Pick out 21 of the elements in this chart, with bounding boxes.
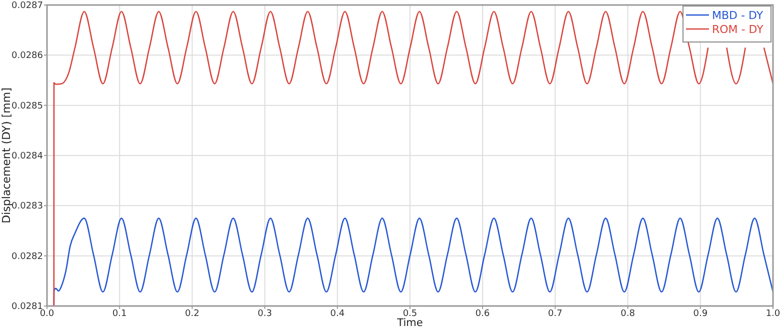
x-tick-label: 0.3 [258, 309, 272, 319]
x-tick-label: 0.9 [693, 309, 708, 319]
legend-label: ROM - DY [712, 23, 764, 36]
x-tick-label: 0.2 [185, 309, 200, 319]
x-axis-title: Time [396, 317, 423, 327]
y-tick-label: 0.0283 [12, 202, 43, 212]
y-tick-label: 0.0282 [12, 252, 43, 262]
x-tick-label: 0.4 [330, 309, 345, 319]
x-tick-label: 0.1 [112, 309, 127, 319]
x-tick-label: 0.0 [40, 309, 54, 319]
x-tick-label: 0.7 [548, 309, 562, 319]
legend-label: MBD - DY [712, 9, 764, 22]
y-tick-label: 0.0285 [12, 101, 43, 112]
x-tick-label: 0.6 [475, 309, 490, 319]
x-tick-label: 0.8 [620, 309, 636, 319]
y-tick-label: 0.0284 [12, 152, 44, 162]
y-axis-title: Displacement (DY) [mm] [0, 88, 13, 224]
x-tick-label: 1.0 [766, 309, 780, 319]
y-tick-label: 0.0287 [12, 1, 43, 11]
y-tick-label: 0.0286 [12, 51, 44, 62]
x-tick-label: 0.5 [402, 309, 418, 319]
